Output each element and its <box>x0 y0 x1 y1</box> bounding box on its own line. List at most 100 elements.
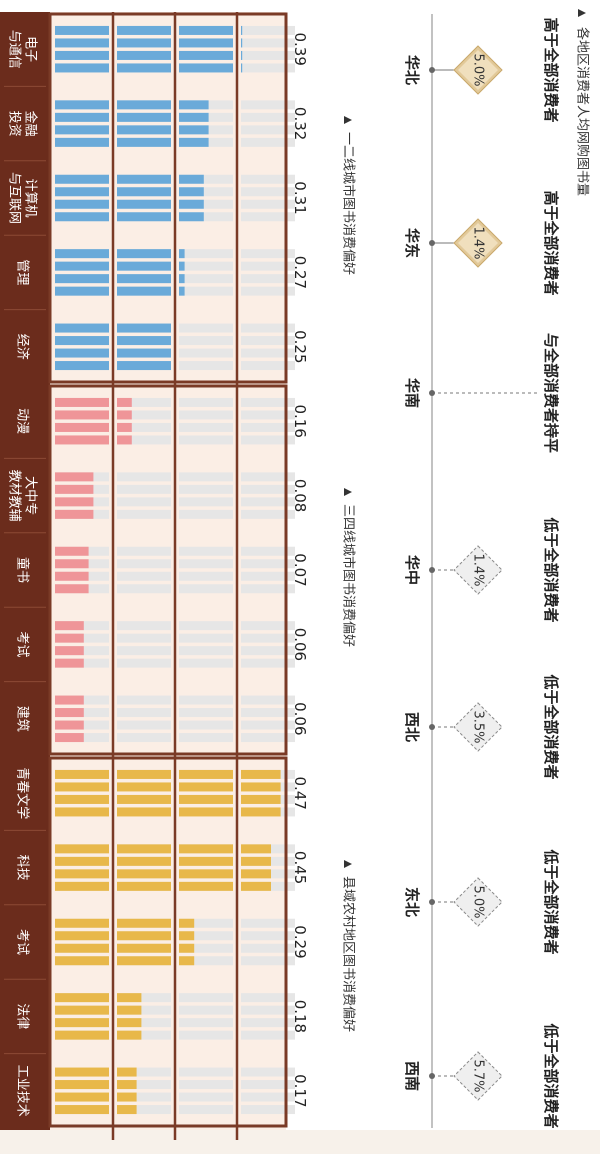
category-label: 工业技术 <box>15 1065 30 1117</box>
cell-track <box>179 559 233 569</box>
bar-fill <box>117 869 171 879</box>
region-diff-value: 5.0% <box>471 885 486 918</box>
cell-track <box>179 633 233 643</box>
cell-track <box>117 584 171 594</box>
value-label: 0.16 <box>291 404 309 437</box>
group-title: 一二线城市图书消费偏好 <box>341 132 357 275</box>
cell-track <box>179 199 233 209</box>
cell-track <box>241 1018 295 1028</box>
cell-track <box>179 621 233 631</box>
cell-track <box>179 658 233 668</box>
bar-fill <box>55 323 109 333</box>
cell-track <box>117 621 171 631</box>
bar-fill <box>55 212 109 222</box>
category-label: 考试 <box>15 929 30 955</box>
bar-fill <box>241 869 271 879</box>
bar-fill <box>117 856 171 866</box>
category-label: 童书 <box>15 557 31 583</box>
cell-track <box>179 286 233 296</box>
cell-track <box>179 931 233 941</box>
bar-fill <box>117 794 171 804</box>
cell-track <box>117 1105 171 1115</box>
category-label-line: 科技 <box>15 855 30 881</box>
cell-track <box>241 484 295 494</box>
cell-track <box>241 249 295 259</box>
cell-track <box>179 509 233 519</box>
bar-row: 工业技术 0.17 <box>15 1065 310 1117</box>
bar-fill <box>117 261 171 271</box>
group-title-triangle-icon <box>344 116 352 124</box>
cell-track <box>117 397 171 407</box>
cell-track <box>241 100 295 110</box>
cell-track <box>117 633 171 643</box>
bar-fill <box>117 187 171 197</box>
bar-fill <box>55 1018 109 1028</box>
bar-fill <box>117 1067 137 1077</box>
bar-fill <box>117 1080 137 1090</box>
bar-fill <box>179 63 233 73</box>
bar-fill <box>55 410 109 420</box>
cell-track <box>241 509 295 519</box>
bar-fill <box>55 993 109 1003</box>
bar-fill <box>179 769 233 779</box>
region-item-5: 东北 低于全部消费者 5.0% <box>403 848 560 954</box>
cell-track <box>117 497 171 507</box>
bar-fill <box>179 212 204 222</box>
cell-track <box>241 199 295 209</box>
cell-track <box>241 336 295 346</box>
cell-track <box>179 174 233 184</box>
cell-track <box>179 361 233 371</box>
cell-track <box>241 646 295 656</box>
cell-track <box>179 435 233 445</box>
group-frame-1 <box>48 384 288 756</box>
group-title: 县域农村地区图书消费偏好 <box>341 876 356 1032</box>
cell-track <box>241 50 295 60</box>
cell-track <box>241 733 295 743</box>
bar-fill <box>241 50 243 60</box>
bar-fill <box>117 348 171 358</box>
group-title-0: 一二线城市图书消费偏好 <box>341 116 357 275</box>
group-title-triangle-icon <box>344 488 352 496</box>
bar-fill <box>117 881 171 891</box>
group-title-2: 县域农村地区图书消费偏好 <box>341 860 356 1032</box>
group-title-triangle-icon <box>344 860 352 868</box>
cell-track <box>179 484 233 494</box>
bar-fill <box>179 50 233 60</box>
region-name: 华北 <box>403 55 421 85</box>
bar-fill <box>55 422 109 432</box>
cell-track <box>117 1092 171 1102</box>
bar-fill <box>179 794 233 804</box>
cell-track <box>241 125 295 135</box>
bar-row: 考试 0.06 <box>4 621 309 683</box>
cell-track <box>241 1005 295 1015</box>
bar-fill <box>55 286 109 296</box>
region-dot <box>429 724 435 730</box>
bar-fill <box>55 1092 109 1102</box>
cell-track <box>179 336 233 346</box>
category-label-line: 金融 <box>22 111 38 137</box>
category-label-line: 经济 <box>15 334 30 360</box>
region-dot <box>429 567 435 573</box>
bar-row: 管理 0.27 <box>4 249 309 311</box>
cell-track <box>179 323 233 333</box>
category-label-line: 大中专 <box>23 476 38 515</box>
region-dot <box>429 390 435 396</box>
bar-fill <box>117 1092 137 1102</box>
cell-track <box>179 571 233 581</box>
bar-fill <box>55 199 109 209</box>
cell-track <box>241 112 295 122</box>
bar-fill <box>117 112 171 122</box>
bar-fill <box>55 336 109 346</box>
cell-track <box>241 1105 295 1115</box>
bar-fill <box>117 769 171 779</box>
bar-fill <box>179 199 204 209</box>
bar-fill <box>55 658 84 668</box>
bar-fill <box>117 1018 142 1028</box>
value-label: 0.29 <box>291 925 309 958</box>
bar-fill <box>117 1030 142 1040</box>
category-label-line: 教材教辅 <box>7 470 23 522</box>
value-label: 0.47 <box>291 776 309 809</box>
category-band <box>0 12 50 1140</box>
